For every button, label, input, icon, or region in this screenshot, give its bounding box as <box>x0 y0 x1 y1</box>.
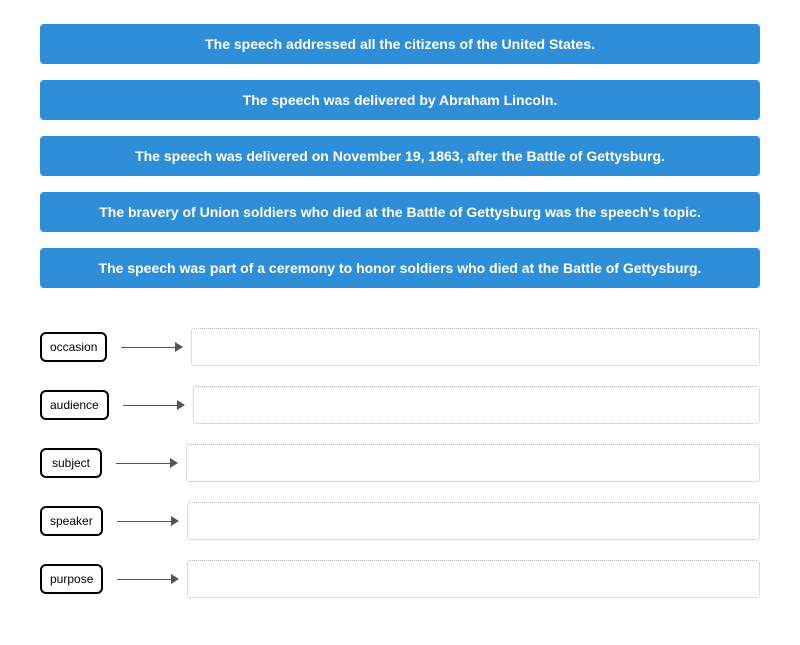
exercise-container: The speech addressed all the citizens of… <box>0 0 800 618</box>
draggable-card[interactable]: The speech was delivered on November 19,… <box>40 136 760 176</box>
target-row-subject: subject <box>40 444 760 482</box>
target-row-speaker: speaker <box>40 502 760 540</box>
target-row-occasion: occasion <box>40 328 760 366</box>
target-rows: occasion audience subject speaker purpos… <box>40 328 760 598</box>
arrow-right-icon <box>117 515 179 527</box>
dropzone-purpose[interactable] <box>187 560 760 598</box>
arrow-right-icon <box>116 457 178 469</box>
target-row-purpose: purpose <box>40 560 760 598</box>
row-label: purpose <box>40 564 103 594</box>
draggable-card[interactable]: The speech was part of a ceremony to hon… <box>40 248 760 288</box>
dropzone-audience[interactable] <box>193 386 760 424</box>
target-row-audience: audience <box>40 386 760 424</box>
draggable-cards-area: The speech addressed all the citizens of… <box>40 24 760 288</box>
draggable-card[interactable]: The bravery of Union soldiers who died a… <box>40 192 760 232</box>
draggable-card[interactable]: The speech addressed all the citizens of… <box>40 24 760 64</box>
draggable-card[interactable]: The speech was delivered by Abraham Linc… <box>40 80 760 120</box>
row-label: subject <box>40 448 102 478</box>
arrow-right-icon <box>123 399 185 411</box>
arrow-right-icon <box>121 341 183 353</box>
row-label: speaker <box>40 506 103 536</box>
arrow-right-icon <box>117 573 179 585</box>
row-label: occasion <box>40 332 107 362</box>
dropzone-speaker[interactable] <box>187 502 760 540</box>
dropzone-subject[interactable] <box>186 444 760 482</box>
row-label: audience <box>40 390 109 420</box>
dropzone-occasion[interactable] <box>191 328 760 366</box>
